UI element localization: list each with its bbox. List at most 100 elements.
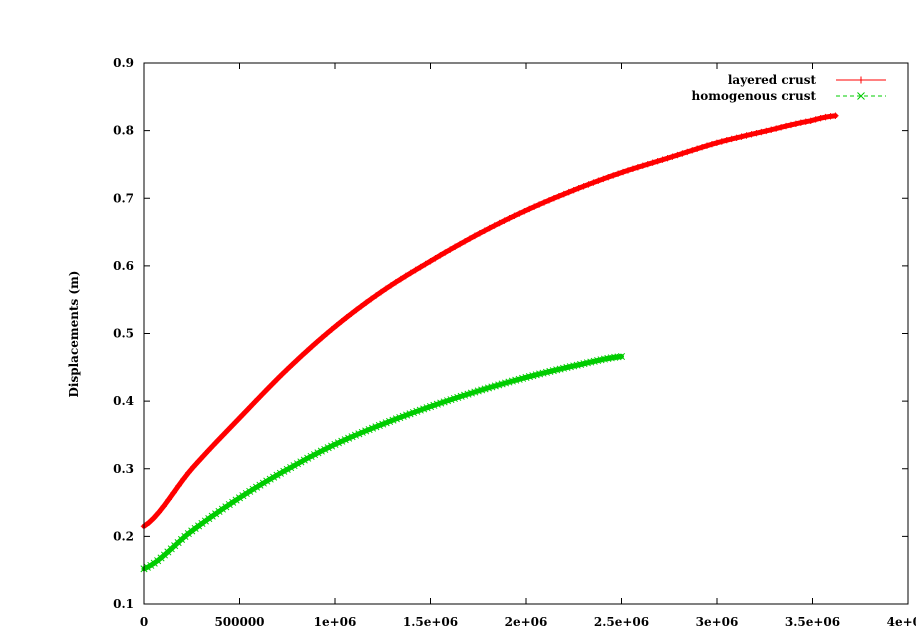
data-point [353, 306, 360, 314]
data-point [565, 188, 572, 196]
data-point [733, 134, 740, 141]
data-point [273, 471, 281, 479]
data-point [442, 249, 449, 256]
data-point [590, 179, 597, 186]
data-point [343, 314, 350, 321]
data-point [235, 494, 244, 502]
data-point [402, 272, 409, 280]
data-point [600, 175, 607, 183]
data-point [392, 279, 400, 286]
data-point [526, 205, 533, 213]
data-point [328, 442, 336, 450]
data-point [246, 487, 254, 495]
data-point [451, 243, 459, 251]
x-tick-label: 500000 [214, 615, 264, 629]
data-point [185, 469, 192, 476]
data-point [476, 230, 484, 237]
data-point [669, 153, 676, 160]
data-point [758, 128, 765, 136]
data-point [659, 156, 666, 163]
data-point [693, 145, 701, 152]
data-point [545, 197, 553, 204]
data-point [160, 502, 167, 510]
data-point [209, 442, 217, 449]
data-point [570, 186, 577, 194]
data-point [718, 138, 726, 145]
data-point [244, 406, 251, 413]
legend-marker [857, 76, 865, 84]
data-point [195, 458, 202, 465]
data-point [432, 255, 439, 262]
data-point [812, 116, 819, 123]
data-point [481, 227, 488, 234]
data-point [506, 215, 513, 222]
data-point [763, 127, 770, 135]
data-point [212, 510, 220, 518]
data-point [738, 133, 745, 140]
data-point [787, 121, 795, 129]
data-point [674, 151, 681, 159]
data-point [198, 519, 206, 528]
data-point [283, 465, 291, 473]
data-point [205, 515, 213, 523]
y-tick-label: 0.7 [113, 191, 134, 205]
data-point [367, 295, 375, 303]
data-point [713, 139, 721, 147]
legend-label: layered crust [728, 73, 817, 87]
data-point [266, 475, 274, 483]
data-point [708, 141, 716, 148]
data-point [190, 463, 197, 471]
data-point [585, 181, 592, 188]
data-point [321, 445, 329, 453]
data-point [269, 380, 276, 388]
series-2 [140, 352, 626, 573]
data-point [684, 148, 691, 156]
data-point [218, 505, 226, 513]
data-point [253, 483, 261, 491]
data-point [313, 338, 321, 346]
x-tick-label: 1.5e+06 [403, 615, 458, 629]
data-point [317, 447, 325, 455]
data-point [239, 411, 246, 418]
data-point [229, 421, 237, 429]
data-point [516, 210, 523, 217]
data-point [624, 167, 632, 174]
data-point [703, 142, 711, 149]
data-point [150, 559, 158, 567]
data-point [619, 168, 627, 176]
x-tick-label: 3.5e+06 [785, 615, 840, 629]
data-point [397, 275, 405, 283]
data-point [222, 503, 230, 511]
data-point [728, 135, 735, 143]
data-point [249, 401, 256, 408]
data-point [417, 263, 424, 271]
data-point [270, 473, 278, 481]
data-point [279, 370, 286, 378]
data-point [293, 356, 301, 364]
series-line [141, 113, 838, 529]
data-point [772, 125, 780, 132]
data-point [259, 390, 266, 398]
data-point [348, 310, 355, 317]
legend: layered crust homogenous crust [692, 73, 886, 103]
data-point [777, 124, 785, 131]
data-point [466, 235, 474, 242]
y-tick-label: 0.8 [113, 124, 134, 138]
data-point [595, 177, 602, 184]
data-point [224, 426, 232, 434]
data-point [225, 500, 233, 509]
data-point [184, 530, 192, 538]
data-point [535, 201, 543, 208]
data-point [191, 524, 199, 532]
data-point [300, 456, 308, 464]
data-point [363, 299, 370, 306]
data-point [461, 238, 469, 245]
data-point [644, 161, 651, 168]
data-point [609, 172, 617, 179]
data-point [263, 477, 271, 485]
data-point [324, 444, 332, 452]
data-point [304, 454, 312, 462]
plot-frame [143, 62, 909, 605]
data-point [580, 183, 587, 190]
data-point [234, 416, 242, 423]
